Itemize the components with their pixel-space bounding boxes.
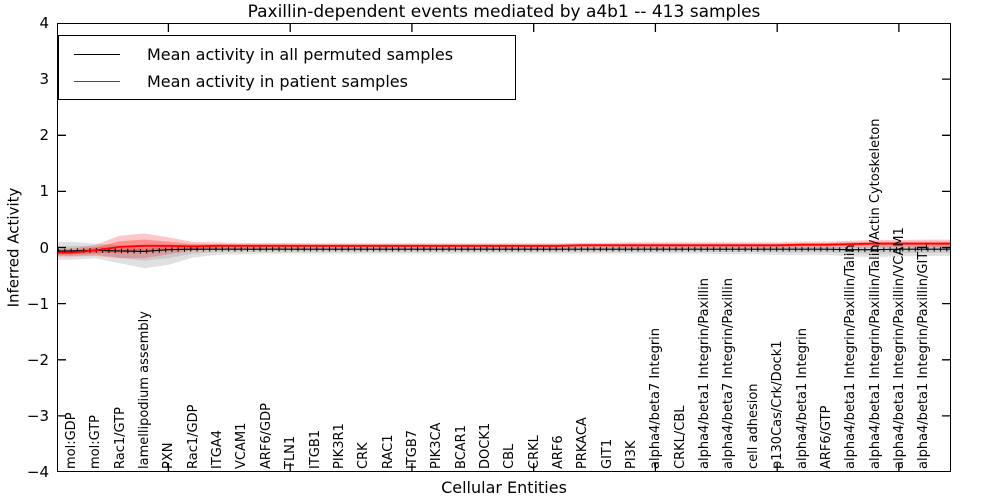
x-tick-label: CBL <box>502 443 518 469</box>
x-tick-label: ITGB7 <box>404 429 420 469</box>
x-tick-label: BCAR1 <box>453 425 469 469</box>
chart-title: Paxillin-dependent events mediated by a4… <box>247 2 761 22</box>
x-tick-label: alpha4/beta1 Integrin <box>794 327 810 469</box>
x-tick-label: ARF6 <box>551 435 566 469</box>
y-tick-label: 2 <box>39 126 49 145</box>
legend: Mean activity in all permuted samples Me… <box>58 35 516 100</box>
x-tick-label: CRKL <box>526 435 542 469</box>
x-tick-label: CRK <box>356 442 372 469</box>
x-tick-label: GIT1 <box>599 438 615 469</box>
legend-label: Mean activity in patient samples <box>147 71 408 91</box>
legend-item-permuted: Mean activity in all permuted samples <box>59 41 515 68</box>
x-tick-label: alpha4/beta7 Integrin <box>648 327 664 469</box>
x-tick-label: alpha4/beta7 Integrin/Paxillin <box>721 277 737 469</box>
y-tick-label: 1 <box>39 182 49 201</box>
legend-line-sample-black <box>74 54 120 55</box>
y-tick-label: −2 <box>26 350 49 369</box>
x-tick-label: alpha4/beta1 Integrin/Paxillin/GIT1 <box>916 243 932 469</box>
x-tick-label: ARF6/GDP <box>258 403 274 469</box>
x-tick-label: lamellipodium assembly <box>137 311 153 469</box>
x-tick-label: PRKACA <box>575 417 591 469</box>
y-tick-label: 4 <box>39 14 49 32</box>
legend-line-sample-red <box>74 81 120 82</box>
y-tick-label: 0 <box>39 238 49 257</box>
x-tick-label: Rac1/GDP <box>185 404 201 469</box>
y-tick-label: −1 <box>26 294 49 313</box>
x-tick-label: cell adhesion <box>745 383 761 469</box>
x-tick-label: ITGB1 <box>307 429 323 469</box>
axis-ticks <box>58 23 950 472</box>
x-tick-label: PIK3CA <box>429 422 445 469</box>
permuted-dash-markers <box>58 246 948 254</box>
x-tick-label: RAC1 <box>380 434 396 469</box>
x-tick-label: p130Cas/Crk/Dock1 <box>770 340 786 469</box>
x-tick-label: TLN1 <box>283 435 299 469</box>
x-tick-label: ITGA4 <box>210 429 226 469</box>
y-tick-label: −4 <box>26 463 49 481</box>
permuted-band-outer <box>57 241 951 269</box>
x-tick-label: PI3K <box>624 440 640 469</box>
patient-band-inner <box>57 239 951 255</box>
legend-label: Mean activity in all permuted samples <box>147 44 454 64</box>
x-tick-label: alpha4/beta1 Integrin/Paxillin/VCAM1 <box>891 227 907 469</box>
x-tick-label: DOCK1 <box>477 422 493 469</box>
x-tick-label: VCAM1 <box>234 422 250 469</box>
x-tick-label: PIK3R1 <box>331 423 347 469</box>
y-tick-label: 3 <box>39 70 49 89</box>
x-tick-label: Rac1/GTP <box>112 407 128 469</box>
x-tick-label: mol:GTP <box>88 415 104 469</box>
y-tick-label: −3 <box>26 406 49 425</box>
x-axis-label: Cellular Entities <box>441 478 567 497</box>
x-tick-label: alpha4/beta1 Integrin/Paxillin/Talin <box>843 244 859 469</box>
x-tick-label: alpha4/beta1 Integrin/Paxillin <box>697 277 713 469</box>
x-tick-label: PXN <box>161 442 177 469</box>
x-tick-label: mol:GDP <box>64 412 79 469</box>
x-tick-label: alpha4/beta1 Integrin/Paxillin/Talin/Act… <box>867 118 883 469</box>
x-tick-label: CRKL/CBL <box>672 405 688 470</box>
legend-item-patient: Mean activity in patient samples <box>59 68 515 95</box>
x-tick-label: ARF6/GTP <box>818 405 834 469</box>
patient-mean-line <box>57 242 951 254</box>
chart-canvas <box>57 23 951 472</box>
